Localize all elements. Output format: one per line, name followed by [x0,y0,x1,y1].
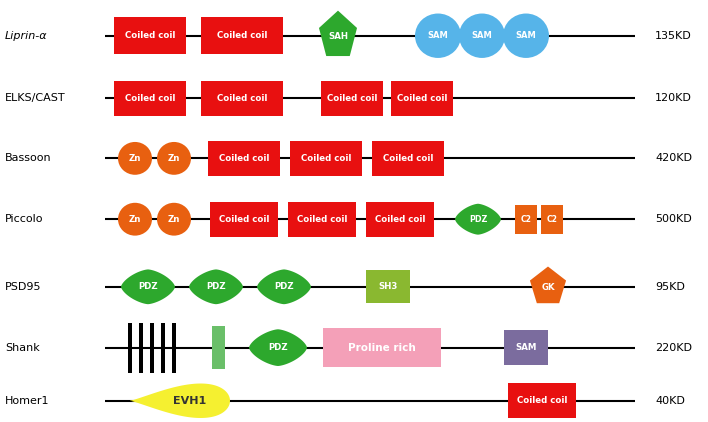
Text: ELKS/CAST: ELKS/CAST [5,94,66,103]
Text: Homer1: Homer1 [5,396,50,406]
Text: Coiled coil: Coiled coil [219,154,269,163]
FancyBboxPatch shape [172,322,176,373]
Text: SH3: SH3 [378,282,398,291]
Text: Proline rich: Proline rich [348,343,416,353]
Text: Zn: Zn [129,215,141,224]
Text: SAM: SAM [472,31,492,40]
Text: PSD95: PSD95 [5,282,42,292]
Text: C2: C2 [547,215,557,224]
FancyBboxPatch shape [541,205,563,234]
FancyBboxPatch shape [290,141,362,176]
Polygon shape [189,269,243,304]
Polygon shape [121,269,175,304]
Ellipse shape [118,203,152,235]
Text: GK: GK [541,283,555,292]
Text: SAM: SAM [515,343,537,352]
FancyBboxPatch shape [128,322,132,373]
Text: Zn: Zn [129,154,141,163]
Text: 500KD: 500KD [655,214,692,224]
FancyBboxPatch shape [210,202,278,237]
Text: PDZ: PDZ [138,282,158,291]
Ellipse shape [157,142,191,175]
FancyBboxPatch shape [114,81,186,116]
Text: Coiled coil: Coiled coil [217,94,267,103]
Polygon shape [130,384,230,418]
Ellipse shape [157,203,191,235]
Text: 220KD: 220KD [655,343,692,353]
Polygon shape [257,269,311,304]
FancyBboxPatch shape [212,326,224,369]
FancyBboxPatch shape [321,81,383,116]
Text: Coiled coil: Coiled coil [327,94,377,103]
Polygon shape [319,11,357,56]
Text: PDZ: PDZ [268,343,288,352]
FancyBboxPatch shape [201,17,283,54]
Text: Bassoon: Bassoon [5,153,52,163]
Text: Shank: Shank [5,343,40,353]
Ellipse shape [118,142,152,175]
Text: Coiled coil: Coiled coil [301,154,351,163]
Text: 135KD: 135KD [655,31,692,41]
FancyBboxPatch shape [366,271,410,303]
Text: 120KD: 120KD [655,94,692,103]
Text: 40KD: 40KD [655,396,685,406]
Text: Liprin-α: Liprin-α [5,31,47,41]
Text: Coiled coil: Coiled coil [383,154,433,163]
FancyBboxPatch shape [504,330,548,365]
Ellipse shape [459,14,505,58]
Ellipse shape [415,14,461,58]
Text: C2: C2 [520,215,532,224]
FancyBboxPatch shape [201,81,283,116]
FancyBboxPatch shape [139,322,143,373]
Text: EVH1: EVH1 [173,396,207,406]
FancyBboxPatch shape [508,383,576,418]
FancyBboxPatch shape [114,17,186,54]
Text: SAM: SAM [428,31,448,40]
Text: Piccolo: Piccolo [5,214,43,224]
Text: Coiled coil: Coiled coil [125,94,175,103]
Polygon shape [249,329,307,366]
FancyBboxPatch shape [161,322,165,373]
Text: SAM: SAM [515,31,537,40]
Text: Coiled coil: Coiled coil [297,215,347,224]
Text: Coiled coil: Coiled coil [375,215,426,224]
Text: Coiled coil: Coiled coil [219,215,269,224]
Text: PDZ: PDZ [274,282,294,291]
FancyBboxPatch shape [391,81,453,116]
Text: PDZ: PDZ [469,215,487,224]
FancyBboxPatch shape [372,141,444,176]
FancyBboxPatch shape [288,202,356,237]
FancyBboxPatch shape [150,322,154,373]
Ellipse shape [503,14,549,58]
Polygon shape [530,267,566,303]
FancyBboxPatch shape [366,202,434,237]
Text: 420KD: 420KD [655,153,692,163]
FancyBboxPatch shape [208,141,280,176]
Text: Coiled coil: Coiled coil [125,31,175,40]
Text: SAH: SAH [328,32,348,41]
Text: Zn: Zn [168,215,181,224]
Text: Coiled coil: Coiled coil [217,31,267,40]
Text: PDZ: PDZ [206,282,226,291]
Text: Zn: Zn [168,154,181,163]
FancyBboxPatch shape [323,328,441,367]
Text: Coiled coil: Coiled coil [517,396,567,405]
FancyBboxPatch shape [515,205,537,234]
Polygon shape [455,204,501,235]
Text: 95KD: 95KD [655,282,685,292]
Text: Coiled coil: Coiled coil [396,94,447,103]
